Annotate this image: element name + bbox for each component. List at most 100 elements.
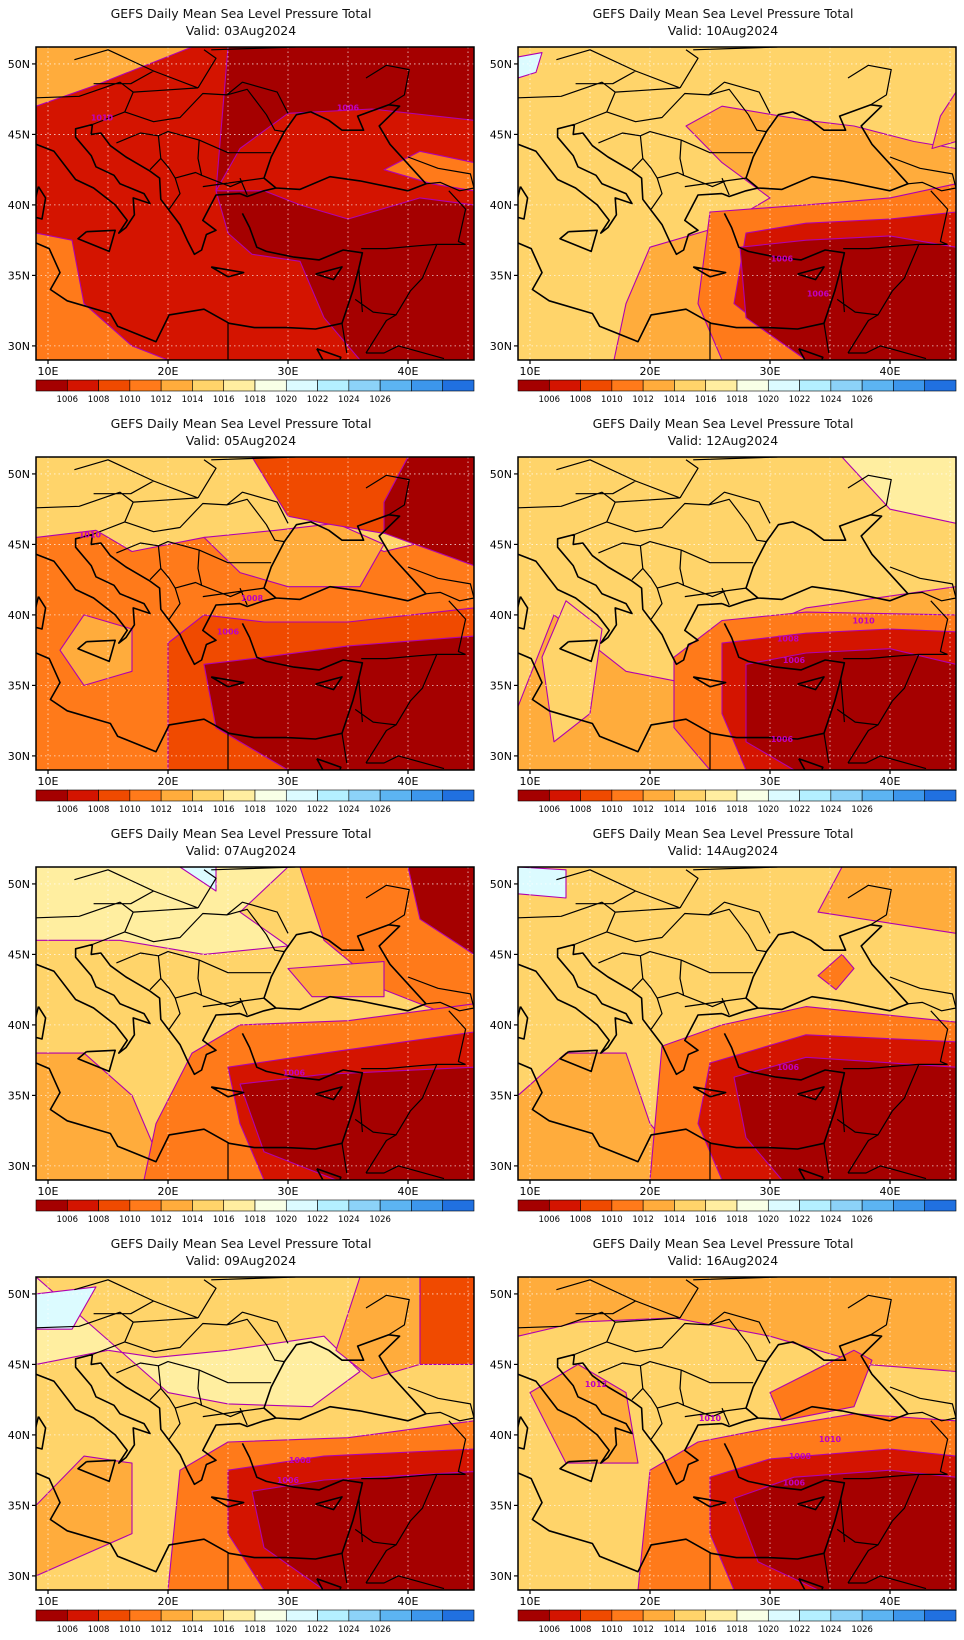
colorbar-swatch	[830, 379, 863, 392]
contour-label: 1010	[91, 113, 114, 122]
lat-tick-label: 50N	[8, 1288, 30, 1301]
colorbar-swatch	[674, 789, 707, 802]
colorbar-label: 1018	[726, 1625, 748, 1635]
contour-label: 1006	[807, 290, 830, 299]
colorbar-swatch	[642, 1609, 675, 1622]
colorbar-swatch	[66, 379, 99, 392]
colorbar-label: 1014	[664, 805, 686, 815]
lat-tick-label: 30N	[490, 340, 512, 353]
colorbar: 1006 1008 1010 1012 1014 1016 1018 1020 1022 1024…	[35, 789, 475, 815]
contour-label: 1006	[337, 103, 360, 112]
map-panel: GEFS Daily Mean Sea Level Pressure Total…	[490, 1236, 957, 1635]
country-borders	[36, 867, 474, 1180]
colorbar-swatch	[830, 789, 863, 802]
colorbar-swatch	[924, 1199, 957, 1212]
colorbar-swatch	[517, 789, 550, 802]
colorbar-swatch	[893, 379, 926, 392]
panel-title: GEFS Daily Mean Sea Level Pressure Total	[111, 1236, 372, 1251]
colorbar-label: 1020	[757, 395, 779, 405]
colorbar-label: 1014	[664, 1215, 686, 1225]
colorbar-swatch	[674, 1199, 707, 1212]
colorbar-swatch	[35, 379, 68, 392]
colorbar-label: 1008	[88, 805, 110, 815]
colorbar-label: 1010	[119, 805, 141, 815]
lon-tick-label: 10E	[520, 365, 541, 378]
colorbar-label: 1020	[275, 395, 297, 405]
lat-tick-label: 30N	[8, 1160, 30, 1173]
colorbar-swatch	[160, 1609, 193, 1622]
colorbar-label: 1026	[851, 395, 873, 405]
colorbar-label: 1016	[695, 395, 717, 405]
lat-tick-label: 30N	[8, 750, 30, 763]
colorbar-label: 1022	[789, 1215, 811, 1225]
lat-tick-label: 35N	[8, 679, 30, 692]
colorbar-swatch	[285, 379, 318, 392]
colorbar-label: 1008	[88, 1215, 110, 1225]
colorbar-swatch	[799, 1609, 832, 1622]
colorbar-label: 1018	[244, 1625, 266, 1635]
colorbar-swatch	[705, 1199, 738, 1212]
colorbar-swatch	[830, 1199, 863, 1212]
pressure-isobar-region	[215, 190, 474, 360]
lon-tick-label: 40E	[880, 365, 901, 378]
lat-tick-label: 45N	[490, 948, 512, 961]
map-panel: GEFS Daily Mean Sea Level Pressure Total…	[8, 6, 475, 405]
contour-label: 1006	[283, 1069, 306, 1078]
colorbar-label: 1012	[632, 1625, 654, 1635]
colorbar-swatch	[254, 789, 287, 802]
colorbar-label: 1020	[275, 1625, 297, 1635]
lat-tick-label: 30N	[490, 1160, 512, 1173]
colorbar-swatch	[285, 1609, 318, 1622]
colorbar: 1006 1008 1010 1012 1014 1016 1018 1020 1022 1024…	[517, 1609, 957, 1635]
pressure-field: 1012 1010 1010 1008 1006	[518, 1277, 956, 1590]
colorbar-label: 1014	[182, 395, 204, 405]
pressure-isobar-region	[769, 1349, 873, 1422]
colorbar-label: 1010	[119, 395, 141, 405]
pressure-isobar-region	[36, 1455, 133, 1577]
colorbar-swatch	[317, 1199, 350, 1212]
lat-tick-label: 50N	[490, 58, 512, 71]
country-borders	[36, 1277, 474, 1590]
map-panel: GEFS Daily Mean Sea Level Pressure Total…	[8, 826, 475, 1225]
lat-tick-label: 45N	[490, 1358, 512, 1371]
colorbar-label: 1006	[538, 805, 560, 815]
colorbar-label: 1014	[664, 1625, 686, 1635]
colorbar-swatch	[35, 1609, 68, 1622]
contour-label: 1006	[783, 656, 806, 665]
colorbar-swatch	[799, 379, 832, 392]
colorbar-label: 1024	[820, 395, 842, 405]
colorbar-label: 1008	[88, 395, 110, 405]
lon-tick-label: 30E	[760, 365, 781, 378]
country-borders	[36, 457, 474, 770]
colorbar-label: 1018	[244, 1215, 266, 1225]
colorbar-label: 1006	[56, 1215, 78, 1225]
colorbar-swatch	[160, 379, 193, 392]
panel-valid-date: Valid: 09Aug2024	[186, 1253, 296, 1268]
colorbar-swatch	[160, 1199, 193, 1212]
panel-valid-date: Valid: 07Aug2024	[186, 843, 296, 858]
contour-label: 1008	[777, 635, 800, 644]
colorbar-swatch	[548, 379, 581, 392]
colorbar: 1006 1008 1010 1012 1014 1016 1018 1020 1022 1024…	[35, 379, 475, 405]
panel-title: GEFS Daily Mean Sea Level Pressure Total	[111, 416, 372, 431]
map-panel: GEFS Daily Mean Sea Level Pressure Total…	[490, 6, 957, 405]
colorbar-swatch	[611, 789, 644, 802]
pressure-isobar-region	[36, 47, 193, 107]
panel-title: GEFS Daily Mean Sea Level Pressure Total	[593, 416, 854, 431]
lon-tick-label: 20E	[640, 1185, 661, 1198]
colorbar-label: 1016	[695, 1625, 717, 1635]
lon-tick-label: 10E	[38, 775, 59, 788]
colorbar-swatch	[517, 1199, 550, 1212]
colorbar-swatch	[129, 789, 162, 802]
colorbar-swatch	[893, 789, 926, 802]
colorbar-swatch	[767, 1609, 800, 1622]
colorbar-swatch	[223, 789, 256, 802]
panel-title: GEFS Daily Mean Sea Level Pressure Total	[111, 6, 372, 21]
lat-tick-label: 40N	[490, 199, 512, 212]
colorbar-swatch	[254, 1199, 287, 1212]
coastline	[518, 104, 909, 360]
colorbar-label: 1024	[820, 1215, 842, 1225]
lon-tick-label: 10E	[38, 1185, 59, 1198]
colorbar-label: 1006	[56, 805, 78, 815]
map-frame	[517, 1276, 957, 1591]
